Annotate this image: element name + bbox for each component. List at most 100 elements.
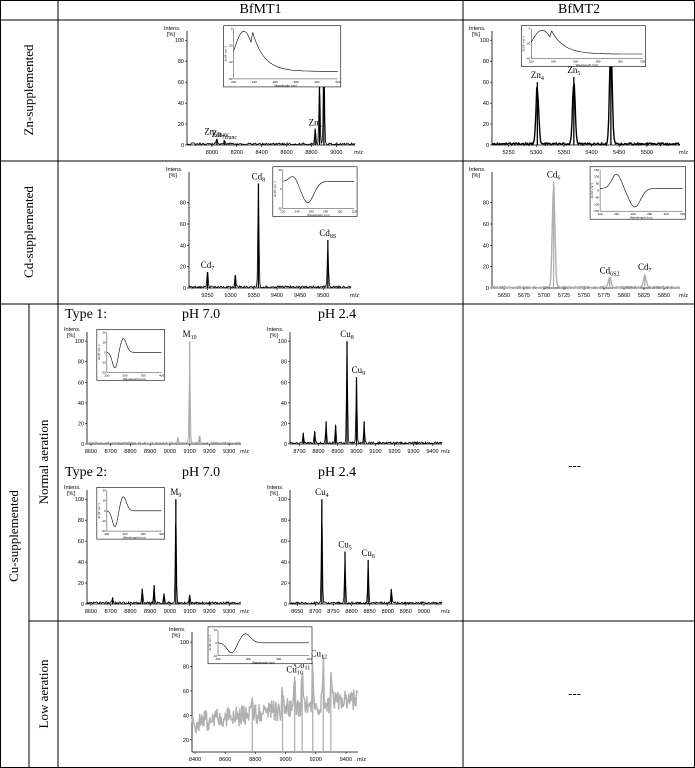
inset-y-tick-label: 0 [104,350,106,354]
peak-label: Cd6S2 [600,265,620,277]
x-axis-label: m/z [350,293,359,299]
y-tick-label: 20 [78,581,84,587]
peak-label: Cd6 [547,169,561,181]
chart-bfmt2-zn: Intens.[%] 0 20 40 60 80 100 5250 5300 5350 5400 54… [469,25,688,156]
x-axis-label: m/z [679,293,688,299]
x-tick-label: 5675 [518,293,530,299]
x-tick-label: 8600 [219,757,231,763]
inset-y-axis-label: Δε (M⁻¹cm⁻¹) [97,503,101,519]
column-header-bfmt2: BfMT2 [558,2,600,17]
inset-x-tick-label: 220 [529,60,534,64]
inset-cd-curve [106,496,162,528]
y-tick-label: 80 [281,360,287,366]
x-tick-label: 5400 [585,150,597,156]
inset-y-axis-label: Δε (M⁻¹cm⁻¹) [273,181,277,197]
x-tick-label: 8800 [249,757,261,763]
y-tick-label: 40 [281,560,287,566]
y-axis-unit: [%] [270,333,278,339]
y-axis-label: Intens. [166,167,183,173]
inset-y-tick-label: -20 [101,529,106,533]
chart-type1-ph2-4: Intens.[%] 0 20 40 60 80 100 8700 8800 8900 9000 91… [267,327,450,455]
inset-x-tick-label: 300 [664,212,669,216]
normal-aeration-bfmt2-placeholder: --- [568,458,581,473]
y-axis-unit: [%] [169,173,177,179]
inset-x-axis-label: Wavelength (nm) [123,536,146,540]
chart-bfmt1-cd: Intens.[%] 0 20 40 60 80 9250 9300 9350 9400 9450 9… [166,166,359,299]
y-axis-unit: [%] [67,333,75,339]
y-tick-label: 40 [483,101,489,107]
x-tick-label: 8000 [206,150,218,156]
y-tick-label: 60 [281,380,287,386]
x-tick-label: 9000 [164,449,176,455]
x-tick-label: 9400 [426,449,438,455]
inset-x-axis-label: Wavelength (nm) [630,216,653,220]
y-tick-label: 40 [183,713,189,719]
spectrum-series [289,509,443,606]
y-tick-label: 100 [75,497,84,503]
row-label-normal-aeration: Normal aeration [36,419,51,505]
x-tick-label: 5725 [558,293,570,299]
x-tick-label: 9100 [184,449,196,455]
x-tick-label: 8800 [345,609,357,615]
inset-x-tick-label: 400 [159,373,164,377]
y-tick-label: 80 [483,201,489,207]
spectrum-series [188,186,352,290]
inset-frame [207,626,313,665]
cd-inset: 220 240 260 280 300 320 0 -20 -40 -60 Wavelength (… [223,25,342,87]
x-tick-label: 8900 [331,449,343,455]
inset-y-axis-label: Δε (M⁻¹cm⁻¹) [97,344,101,360]
peak-label: Cd8S [319,228,336,240]
y-axis-label: Intens. [469,167,486,173]
row-label-cd: Cd-supplemented [21,186,36,278]
x-tick-label: 9100 [184,609,196,615]
type1-label: Type 1: [65,307,108,322]
x-tick-label: 8600 [280,150,292,156]
y-tick-label: 60 [78,380,84,386]
x-tick-label: 9450 [294,293,306,299]
inset-x-tick-label: 300 [618,60,623,64]
type1-ph-neutral-label: pH 7.0 [182,307,221,322]
y-tick-label: 0 [284,602,287,608]
y-tick-label: 100 [75,339,84,345]
x-axis-label: m/z [441,449,450,455]
x-tick-label: 5300 [530,150,542,156]
inset-x-tick-label: 320 [352,209,357,213]
inset-x-axis-label: Wavelength (nm) [307,213,330,217]
y-axis-label: Intens. [267,327,284,333]
peak-label: M10 [183,329,197,341]
inset-x-tick-label: 260 [309,209,314,213]
x-tick-label: 9350 [248,293,260,299]
inset-y-tick-label: 100 [594,175,599,179]
x-tick-label: 5850 [658,293,670,299]
low-aeration-bfmt2-placeholder: --- [568,686,581,701]
y-tick-label: 40 [78,560,84,566]
inset-x-tick-label: 250 [104,373,109,377]
x-tick-label: 9100 [369,449,381,455]
x-tick-label: 8700 [105,609,117,615]
inset-x-tick-label: 350 [276,657,281,661]
type2-ph-acid-label: pH 2.4 [318,465,357,480]
inset-cd-curve [217,633,309,654]
y-tick-label: 20 [178,122,184,128]
peak-label: Cd7 [201,260,215,272]
peak-label: Cd7 [638,262,652,274]
inset-y-tick-label: 10 [102,340,106,344]
inset-y-tick-label: 10 [102,499,106,503]
inset-y-tick-label: 0 [215,641,217,645]
inset-y-tick-label: -40 [228,60,233,64]
inset-y-tick-label: 0 [529,27,531,31]
inset-cd-curve [600,173,683,208]
x-axis-label: m/z [240,609,249,615]
x-tick-label: 8950 [400,609,412,615]
spectrum-series [186,59,356,146]
inset-y-tick-label: 20 [102,488,106,492]
spectrum-series [289,343,443,446]
peak-label: Cu10 [286,664,303,676]
inset-x-tick-label: 240 [551,60,556,64]
x-tick-label: 9300 [225,293,237,299]
x-tick-label: 8750 [327,609,339,615]
chart-type2-ph2-4: Intens.[%] 0 20 40 60 80 100 8650 8700 8750 8800 88… [267,485,450,615]
inset-frame [520,25,646,67]
x-tick-label: 5350 [558,150,570,156]
